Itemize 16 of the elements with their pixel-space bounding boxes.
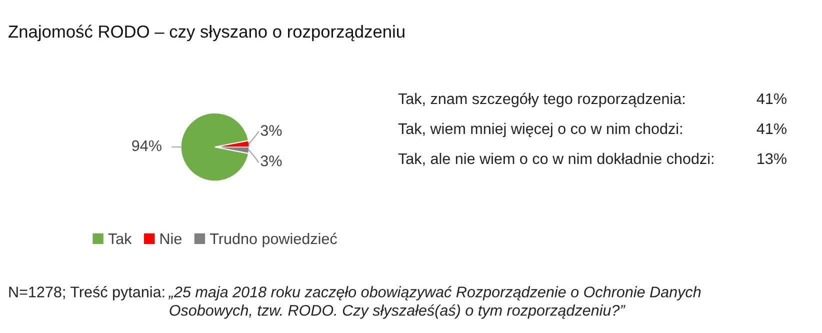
text: Tak, wiem mniej więcej o co w nim chodzi: <box>398 122 682 138</box>
text: N=1278; Treść pytania: <box>9 286 164 300</box>
text: 41% <box>756 93 786 104</box>
text: „25 maja 2018 roku zaczęło obowiązywać Rozporządzenie o Ochronie Danych Osobowych, tzw. RODO. Czy słyszałeś(aś) o tym rozporządzeniu?” <box>168 286 701 319</box>
data-label: 94% <box>132 140 162 152</box>
text: Tak, znam szczegóły tego rozporządzenia: <box>398 92 684 108</box>
legend-label: Trudno powiedzieć <box>210 232 337 248</box>
text: 13% <box>758 153 786 164</box>
text: Tak, ale nie wiem o co w nim dokładnie chodzi: <box>398 152 714 166</box>
chart-title: Znajomość RODO – czy słyszano o rozporządzeniu <box>8 24 404 42</box>
data-label: 3% <box>260 125 282 136</box>
data-label: 3% <box>260 155 282 166</box>
legend-label: Nie <box>160 232 182 244</box>
text: 41% <box>756 123 786 134</box>
legend-label: Tak <box>108 232 132 244</box>
pie-slice <box>180 112 250 182</box>
